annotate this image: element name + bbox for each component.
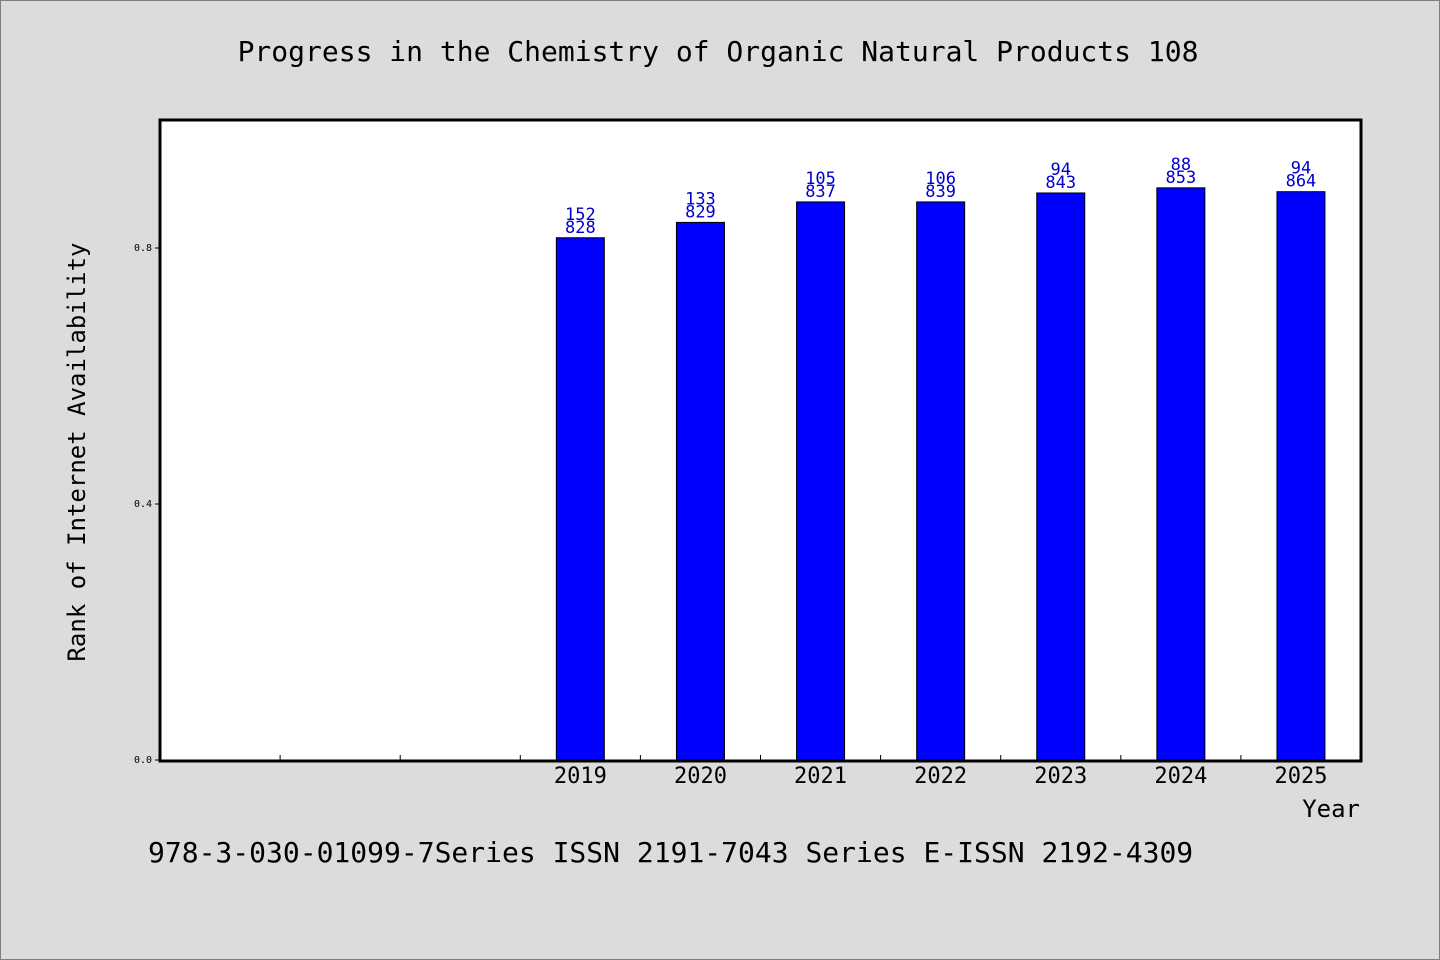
bar-label-bottom: 843 xyxy=(1045,173,1076,193)
bar-label-bottom: 864 xyxy=(1286,172,1317,192)
bar-2020 xyxy=(675,221,725,761)
x-tick-label: 2020 xyxy=(674,764,727,789)
x-tick-label: 2025 xyxy=(1274,764,1327,789)
bar-label-top: 94 xyxy=(1291,159,1311,179)
bar-label-top: 88 xyxy=(1171,155,1191,175)
y-tick-label: 0.8 xyxy=(134,243,152,254)
x-tick-label: 2022 xyxy=(914,764,967,789)
x-tick-label: 2024 xyxy=(1154,764,1207,789)
bar-2021 xyxy=(796,201,846,761)
bar-label-top: 105 xyxy=(805,169,836,189)
bar-label-top: 133 xyxy=(685,189,716,209)
bar-label-top: 152 xyxy=(565,205,596,225)
bar-label-top: 106 xyxy=(925,169,956,189)
x-tick-label: 2021 xyxy=(794,764,847,789)
y-tick-marks: 0.0 0.4 0.8 xyxy=(134,243,160,766)
bar-2024 xyxy=(1156,187,1206,761)
bar-label-top: 94 xyxy=(1051,160,1071,180)
x-tick-marks xyxy=(279,755,1242,760)
x-axis-label: Year xyxy=(1302,795,1360,823)
bar-label-bottom: 837 xyxy=(805,182,836,202)
x-tick-label: 2023 xyxy=(1034,764,1087,789)
bars xyxy=(555,187,1326,761)
x-tick-label: 2019 xyxy=(554,764,607,789)
bar-label-bottom: 829 xyxy=(685,202,716,222)
bar-label-bottom: 839 xyxy=(925,182,956,202)
y-tick-label: 0.0 xyxy=(134,755,152,766)
bar-label-bottom: 853 xyxy=(1165,168,1196,188)
bar-label-bottom: 828 xyxy=(565,218,596,238)
y-axis-label: Rank of Internet Availability xyxy=(63,242,91,661)
bar-2019 xyxy=(555,237,605,761)
y-tick-label: 0.4 xyxy=(134,499,152,510)
bar-2025 xyxy=(1276,191,1326,761)
x-tick-labels: 2019 2020 2021 2022 2023 2024 2025 xyxy=(554,764,1328,789)
chart-title: Progress in the Chemistry of Organic Nat… xyxy=(238,35,1199,68)
bar-2023 xyxy=(1036,192,1086,761)
bar-2022 xyxy=(916,201,966,761)
footer-identifiers: 978-3-030-01099-7Series ISSN 2191-7043 S… xyxy=(148,836,1193,869)
